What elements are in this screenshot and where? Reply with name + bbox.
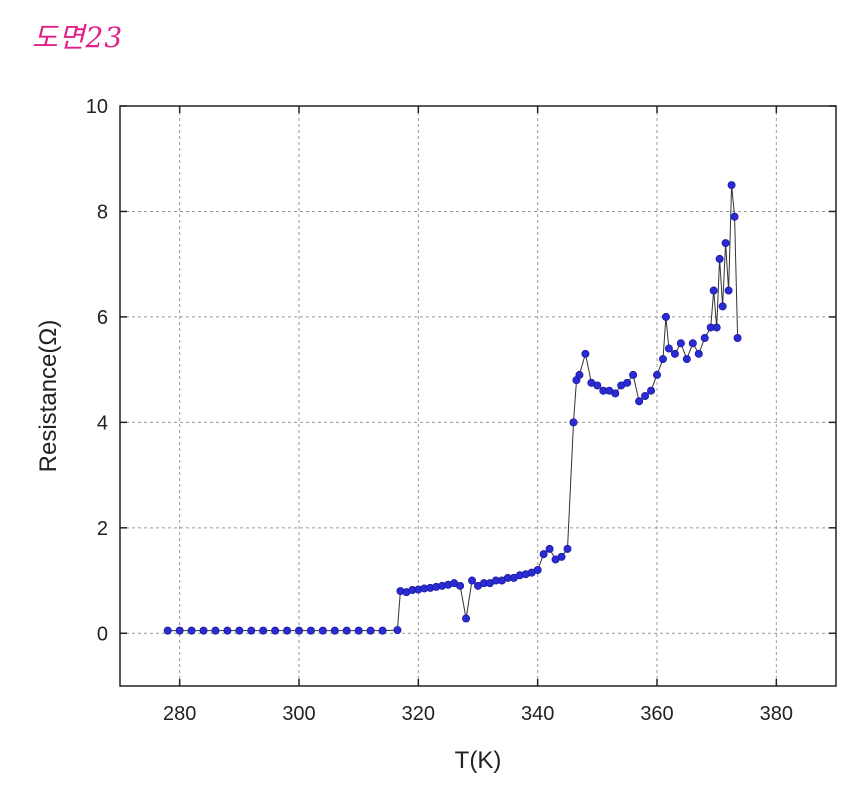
data-point — [682, 355, 691, 364]
data-point — [575, 370, 584, 379]
data-point — [647, 386, 656, 395]
x-tick-label: 380 — [760, 703, 793, 725]
x-tick-label: 300 — [282, 703, 315, 725]
data-point — [539, 550, 548, 559]
data-point — [721, 239, 730, 248]
data-point — [694, 349, 703, 358]
data-point — [712, 323, 721, 332]
data-point — [670, 349, 679, 358]
data-point — [271, 626, 280, 635]
data-point — [342, 626, 351, 635]
data-point — [688, 339, 697, 348]
data-point — [330, 626, 339, 635]
figure-label: 도면23 — [32, 21, 124, 54]
data-point — [393, 626, 402, 635]
data-point — [581, 349, 590, 358]
data-point — [700, 333, 709, 342]
data-point — [709, 286, 718, 295]
data-point — [676, 339, 685, 348]
x-tick-label: 320 — [402, 703, 435, 725]
data-point — [354, 626, 363, 635]
data-point — [718, 302, 727, 311]
data-point — [623, 378, 632, 387]
data-point — [635, 397, 644, 406]
series-line — [167, 185, 739, 632]
data-point — [611, 389, 620, 398]
data-point — [247, 626, 256, 635]
data-point — [658, 355, 667, 364]
data-point — [163, 626, 172, 635]
data-point — [366, 626, 375, 635]
data-point — [653, 370, 662, 379]
data-point — [661, 312, 670, 321]
data-point — [629, 370, 638, 379]
data-point — [715, 254, 724, 263]
plot-frame — [119, 105, 837, 687]
x-tick-label: 280 — [163, 703, 196, 725]
data-point — [187, 626, 196, 635]
data-point — [545, 544, 554, 553]
data-point — [235, 626, 244, 635]
data-point — [557, 552, 566, 561]
y-axis-title: Resistance(Ω) — [35, 320, 62, 473]
y-tick-label: 2 — [97, 518, 108, 540]
data-point — [259, 626, 268, 635]
data-point — [462, 614, 471, 623]
data-point — [664, 344, 673, 353]
data-point — [733, 333, 742, 342]
data-point — [593, 381, 602, 390]
data-point — [306, 626, 315, 635]
data-point — [641, 391, 650, 400]
data-point — [378, 626, 387, 635]
data-point — [199, 626, 208, 635]
data-point — [569, 418, 578, 427]
y-tick-label: 10 — [86, 96, 108, 118]
x-axis-title: T(K) — [455, 747, 502, 774]
data-point — [533, 566, 542, 575]
x-tick-label: 360 — [640, 703, 673, 725]
data-point — [456, 581, 465, 590]
y-tick-label: 4 — [97, 412, 108, 434]
data-point — [468, 576, 477, 585]
data-point — [175, 626, 184, 635]
data-point — [724, 286, 733, 295]
data-point — [563, 544, 572, 553]
data-point — [283, 626, 292, 635]
y-tick-label: 8 — [97, 201, 108, 223]
y-tick-label: 6 — [97, 307, 108, 329]
data-point — [294, 626, 303, 635]
data-point — [211, 626, 220, 635]
data-point — [727, 181, 736, 190]
data-point — [223, 626, 232, 635]
x-tick-label: 340 — [521, 703, 554, 725]
data-point — [730, 212, 739, 221]
y-tick-label: 0 — [97, 623, 108, 645]
data-point — [318, 626, 327, 635]
